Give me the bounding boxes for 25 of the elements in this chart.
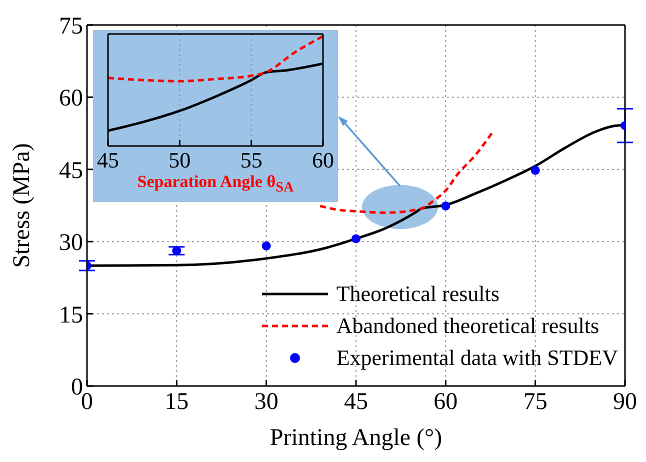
point — [441, 201, 450, 210]
x-tick-label: 30 — [254, 389, 278, 416]
y-tick-label: 30 — [59, 230, 83, 256]
legend-label: Experimental data with STDEV — [336, 344, 618, 372]
y-tick-label: 60 — [59, 86, 83, 112]
y-tick-label: 15 — [59, 302, 83, 328]
x-tick-label: 15 — [164, 389, 189, 416]
x-tick-label: 75 — [523, 389, 548, 416]
x-tick-label: 60 — [312, 148, 334, 173]
point — [172, 246, 182, 256]
legend-label: Theoretical results — [336, 280, 500, 308]
point — [530, 166, 540, 175]
legend-label: Abandoned theoretical results — [336, 312, 600, 340]
x-tick-label: 45 — [97, 148, 119, 173]
point — [262, 241, 271, 250]
y-tick-label: 75 — [59, 14, 83, 40]
x-tick-label: 50 — [168, 148, 191, 173]
x-axis-title: Printing Angle (°) — [268, 424, 444, 452]
x-tick-label: 55 — [240, 148, 262, 173]
x-axis-title: Separation Angle θ$_{SA}$ — [137, 172, 294, 195]
y-axis-title: Stress (MPa) — [9, 143, 35, 268]
x-tick-label: 90 — [613, 389, 637, 416]
x-tick-label: 45 — [344, 389, 368, 416]
x-tick-label: 60 — [434, 389, 458, 416]
point — [351, 234, 361, 244]
